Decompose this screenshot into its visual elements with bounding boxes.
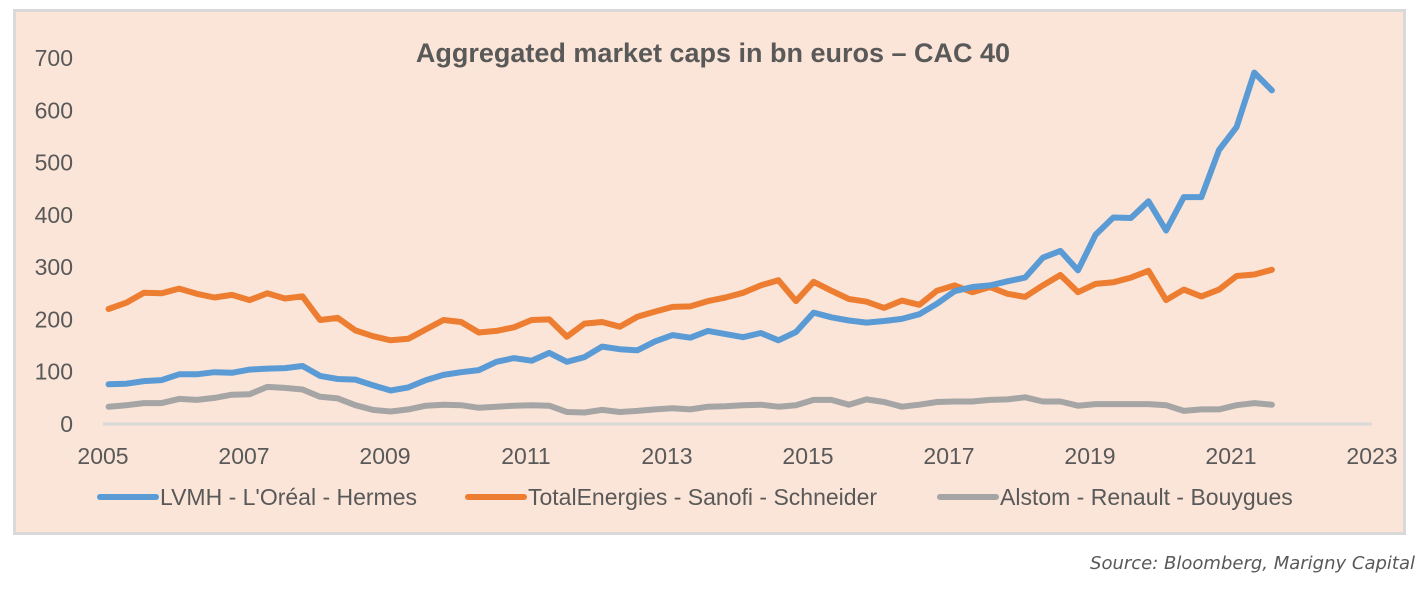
x-tick-label: 2009	[359, 443, 410, 469]
series-line-2	[105, 383, 1275, 416]
x-tick-label: 2011	[501, 443, 550, 469]
legend-label-2: Alstom - Renault - Bouygues	[1000, 484, 1293, 510]
x-tick-label: 2015	[782, 443, 833, 469]
y-tick-label: 100	[35, 359, 73, 385]
x-axis-ticks: 2005 2007 2009 2011 2013 2015 2017 2019 2021 2023	[77, 443, 1397, 469]
y-tick-label: 400	[35, 202, 73, 228]
y-tick-label: 0	[60, 411, 73, 437]
series-line-0	[105, 69, 1275, 394]
line-chart: Aggregated market caps in bn euros – CAC…	[35, 38, 1398, 510]
chart-title: Aggregated market caps in bn euros – CAC…	[416, 38, 1010, 68]
x-tick-label: 2017	[923, 443, 974, 469]
legend: LVMH - L'Oréal - Hermes TotalEnergies - S…	[97, 484, 1293, 510]
source-note: Source: Bloomberg, Marigny Capital	[1090, 553, 1415, 574]
series-group	[105, 69, 1275, 416]
x-tick-label: 2019	[1064, 443, 1115, 469]
y-tick-label: 300	[35, 254, 73, 280]
chart-frame: Aggregated market caps in bn euros – CAC…	[13, 9, 1406, 535]
x-tick-label: 2005	[77, 443, 128, 469]
y-tick-label: 500	[35, 150, 73, 176]
x-tick-label: 2007	[218, 443, 269, 469]
x-tick-label: 2021	[1205, 443, 1256, 469]
legend-label-0: LVMH - L'Oréal - Hermes	[160, 484, 417, 510]
y-tick-label: 700	[35, 45, 73, 71]
legend-label-1: TotalEnergies - Sanofi - Schneider	[528, 484, 877, 510]
series-line-1	[105, 266, 1275, 344]
y-tick-label: 200	[35, 306, 73, 332]
y-tick-label: 600	[35, 97, 73, 123]
x-tick-label: 2013	[641, 443, 692, 469]
y-axis-ticks: 0 100 200 300 400 500 600 700	[35, 45, 73, 437]
x-tick-label: 2023	[1346, 443, 1397, 469]
